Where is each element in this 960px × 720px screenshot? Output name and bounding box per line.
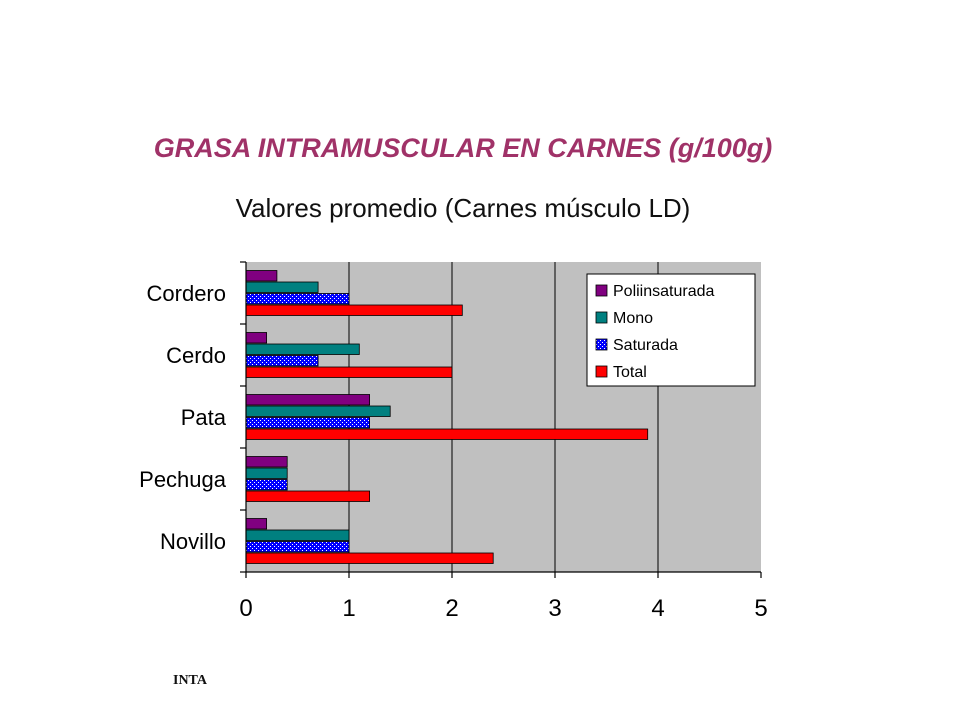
legend-label-saturada: Saturada: [613, 337, 678, 354]
legend: Poliinsaturada Mono Saturada Total: [586, 273, 756, 387]
bar-cordero-total: [245, 304, 463, 316]
legend-label-mono: Mono: [613, 310, 653, 327]
category-label-pechuga: Pechuga: [139, 467, 227, 492]
bar-pata-mono: [245, 405, 391, 417]
bar-novillo-poliinsaturada: [245, 518, 268, 530]
bar-novillo-total: [245, 552, 494, 564]
bar-cordero-mono: [245, 281, 319, 293]
category-label-novillo: Novillo: [160, 529, 226, 554]
bar-novillo-saturada: [245, 541, 350, 553]
y-ticks: Cordero Cerdo Pata Pechuga Novillo: [139, 261, 246, 573]
legend-swatch-poliinsaturada: [595, 284, 608, 297]
bar-cordero-saturada: [245, 293, 350, 305]
legend-label-total: Total: [613, 364, 647, 381]
x-ticks: 0 1 2 3 4 5: [239, 572, 768, 622]
bars: [245, 270, 649, 564]
x-tick-label-2: 2: [445, 595, 458, 622]
bar-cordero-poliinsaturada: [245, 270, 278, 282]
category-label-cordero: Cordero: [147, 281, 226, 306]
bar-cerdo-saturada: [245, 355, 319, 367]
chart-subtitle: Valores promedio (Carnes músculo LD): [235, 193, 691, 223]
bar-pechuga-poliinsaturada: [245, 456, 288, 468]
x-tick-label-0: 0: [239, 595, 252, 622]
bar-pata-poliinsaturada: [245, 394, 370, 406]
axes: [245, 262, 761, 573]
legend-box: [586, 273, 756, 387]
legend-swatch-mono: [595, 311, 608, 324]
bar-cerdo-poliinsaturada: [245, 332, 268, 344]
x-tick-label-4: 4: [651, 595, 664, 622]
bar-pechuga-saturada: [245, 479, 288, 491]
bar-pechuga-mono: [245, 467, 288, 479]
bar-novillo-mono: [245, 529, 350, 541]
bar-pata-total: [245, 428, 649, 440]
x-tick-label-3: 3: [548, 595, 561, 622]
legend-swatch-saturada: [595, 338, 608, 351]
x-tick-label-5: 5: [754, 595, 767, 622]
bar-pechuga-total: [245, 490, 370, 502]
category-label-cerdo: Cerdo: [166, 343, 226, 368]
bar-cerdo-mono: [245, 343, 360, 355]
bar-pata-saturada: [245, 417, 370, 429]
x-tick-label-1: 1: [342, 595, 355, 622]
legend-swatch-total: [595, 365, 608, 378]
footer-inta: INTA: [173, 673, 207, 688]
legend-label-poliinsaturada: Poliinsaturada: [613, 283, 715, 300]
bar-cerdo-total: [245, 366, 453, 378]
chart-title: GRASA INTRAMUSCULAR EN CARNES (g/100g): [153, 133, 773, 163]
category-label-pata: Pata: [181, 405, 227, 430]
